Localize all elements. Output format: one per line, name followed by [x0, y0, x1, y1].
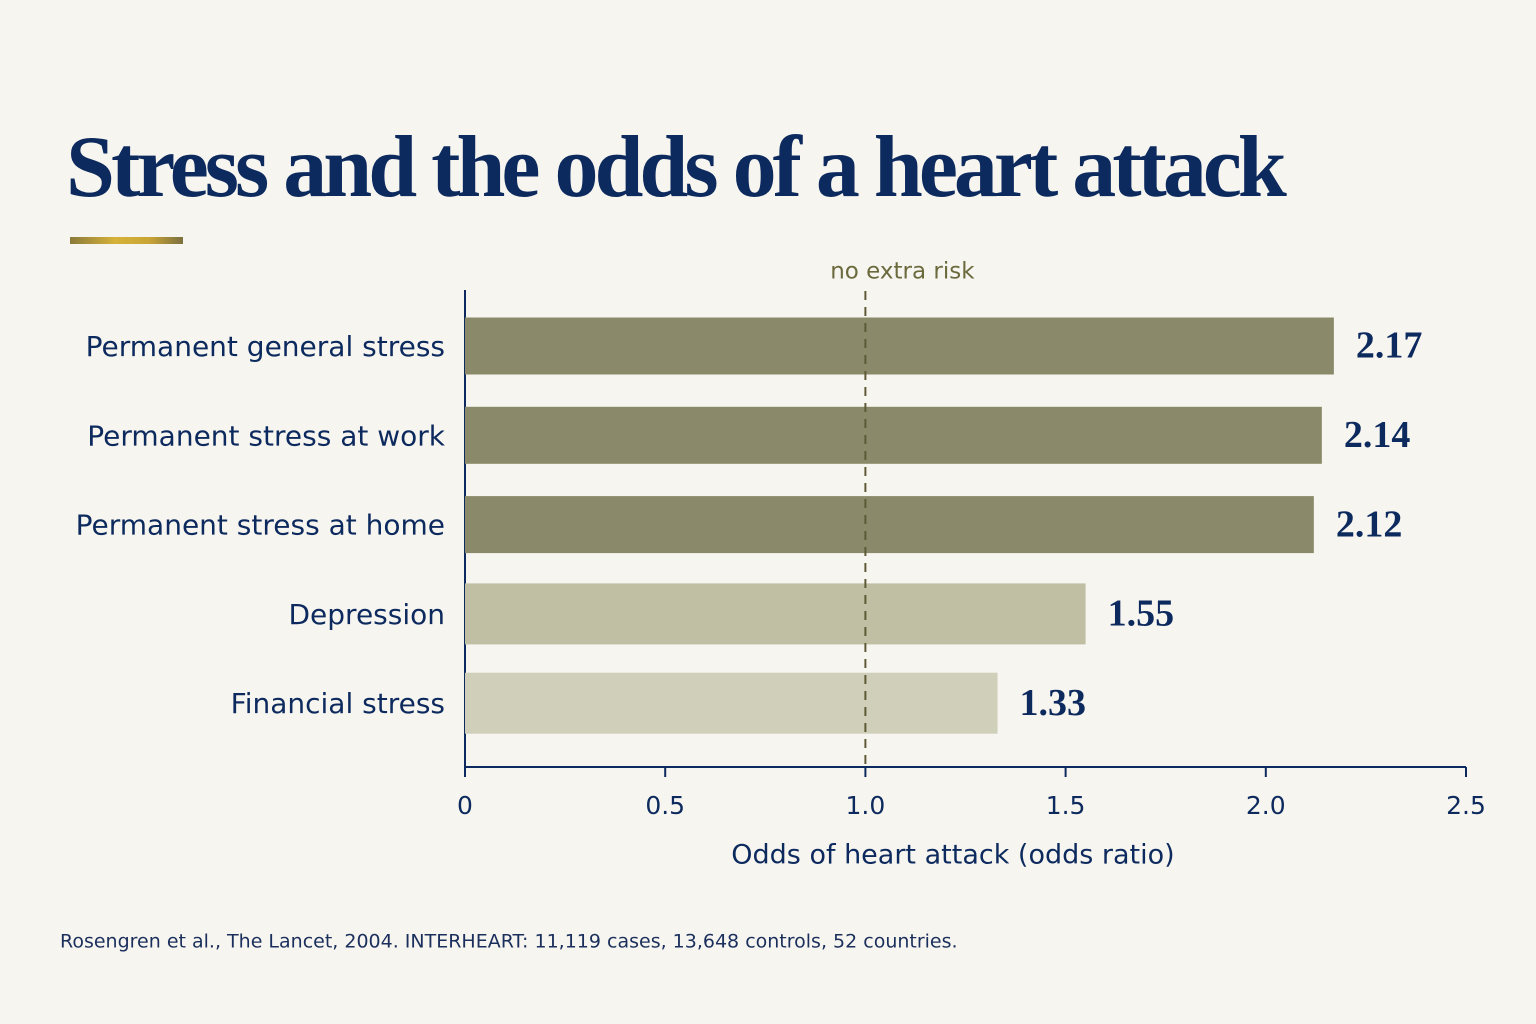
y-tick-label: Financial stress [231, 687, 445, 720]
value-label: 1.33 [1020, 682, 1087, 724]
x-tick-label: 0 [457, 791, 473, 820]
bar [465, 672, 998, 734]
value-label: 2.12 [1336, 503, 1403, 545]
y-tick-label: Permanent stress at home [76, 509, 445, 542]
x-tick-label: 1.0 [846, 791, 886, 820]
x-tick-label: 1.5 [1046, 791, 1086, 820]
x-tick-label: 0.5 [645, 791, 685, 820]
y-tick-label: Depression [288, 598, 445, 631]
reference-label: no extra risk [830, 259, 975, 285]
value-label: 2.17 [1356, 325, 1423, 367]
y-tick-label: Permanent stress at work [87, 419, 446, 452]
bar [465, 496, 1314, 554]
x-tick-label: 2.0 [1246, 791, 1286, 820]
bar [465, 583, 1086, 645]
source-note: Rosengren et al., The Lancet, 2004. INTE… [60, 931, 958, 953]
x-tick-label: 2.5 [1446, 791, 1486, 820]
value-label: 1.55 [1108, 593, 1175, 635]
title-accent [70, 237, 183, 244]
value-label: 2.14 [1344, 414, 1411, 456]
bar [465, 317, 1334, 375]
x-axis-label: Odds of heart attack (odds ratio) [731, 840, 1174, 871]
bar [465, 406, 1322, 464]
chart-title: Stress and the odds of a heart attack [66, 119, 1287, 216]
y-tick-label: Permanent general stress [86, 330, 445, 363]
